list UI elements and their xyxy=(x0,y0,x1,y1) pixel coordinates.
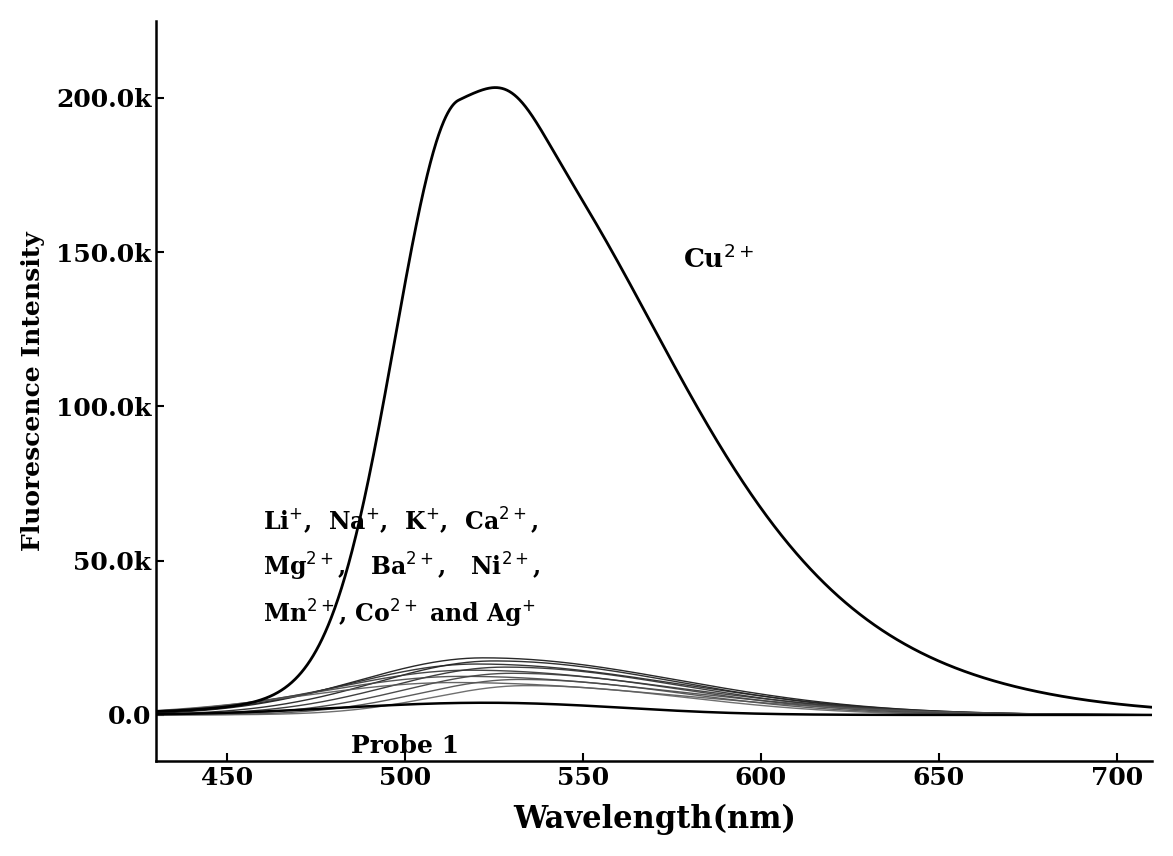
Text: Cu$^{2+}$: Cu$^{2+}$ xyxy=(683,244,754,272)
Text: Li$^{+}$,  Na$^{+}$,  K$^{+}$,  Ca$^{2+}$,
Mg$^{2+}$,   Ba$^{2+}$,   Ni$^{2+}$,
: Li$^{+}$, Na$^{+}$, K$^{+}$, Ca$^{2+}$, … xyxy=(263,505,541,630)
Text: Probe 1: Probe 1 xyxy=(351,734,460,758)
X-axis label: Wavelength(nm): Wavelength(nm) xyxy=(513,804,795,835)
Y-axis label: Fluorescence Intensity: Fluorescence Intensity xyxy=(21,231,45,551)
